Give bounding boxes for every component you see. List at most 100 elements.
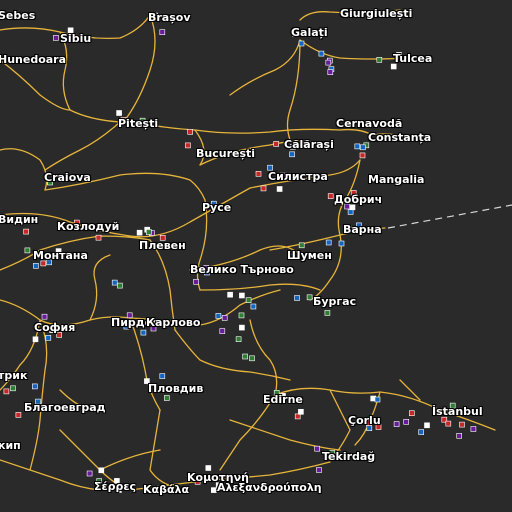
city-label-kip: кип: [0, 439, 21, 452]
service-icon: [441, 416, 448, 423]
city-label-brasov: Brașov: [148, 11, 191, 24]
service-icon: [35, 398, 41, 405]
city-label-edirne: Edirne: [263, 393, 303, 406]
service-icon: [289, 151, 295, 158]
service-icon: [144, 378, 150, 384]
service-icons: [3, 12, 477, 493]
service-icon: [327, 69, 334, 75]
city-label-alexandroupoli: Αλεξανδρούπολη: [217, 481, 322, 494]
service-icon: [325, 239, 332, 246]
service-icon: [126, 312, 133, 319]
service-icon: [273, 389, 280, 396]
service-icon: [219, 328, 226, 334]
service-icon: [408, 410, 415, 417]
service-icon: [152, 12, 158, 19]
service-icon: [40, 260, 47, 267]
service-icon: [470, 426, 477, 432]
service-icon: [403, 418, 410, 425]
service-icon: [245, 297, 252, 304]
service-icon: [242, 353, 248, 360]
city-label-ruse: Русе: [202, 201, 232, 214]
service-icon: [238, 312, 245, 319]
city-label-plovdiv: Пловдив: [148, 382, 204, 395]
service-icon: [56, 332, 63, 338]
service-icon: [139, 117, 146, 124]
city-label-tulcea: Tulcea: [393, 52, 433, 65]
service-icon: [10, 385, 16, 392]
service-icon: [424, 422, 430, 429]
city-label-pirdop: Пирдоп: [111, 316, 160, 329]
service-icon: [146, 229, 152, 235]
service-icon: [136, 229, 143, 236]
service-icon: [276, 186, 283, 192]
service-icon: [239, 324, 245, 331]
service-icon: [211, 200, 217, 207]
service-icon: [41, 313, 48, 320]
service-icon: [418, 429, 425, 435]
service-icon: [45, 334, 52, 341]
city-label-istanbul: İstanbul: [432, 405, 483, 418]
city-label-sofia: София: [34, 321, 76, 334]
service-icon: [96, 478, 102, 484]
service-icon: [255, 171, 262, 177]
service-icon: [449, 402, 456, 409]
service-icon: [366, 425, 373, 432]
city-label-sebes: Sebes: [0, 9, 36, 22]
service-icon: [159, 235, 166, 241]
service-icon: [376, 56, 383, 63]
service-icon: [23, 228, 29, 235]
city-label-sibiu: Sibiu: [60, 32, 92, 45]
service-icon: [185, 142, 191, 149]
city-label-constanta: Constanța: [368, 131, 432, 144]
service-icon: [327, 193, 334, 199]
service-icon: [356, 222, 362, 229]
service-icon: [298, 40, 305, 47]
service-icon: [150, 325, 157, 332]
city-label-varna: Варна: [343, 223, 382, 236]
city-label-karlovo: Карлово: [146, 316, 201, 329]
service-icon: [205, 465, 212, 471]
ferry-route: [387, 204, 512, 229]
service-icon: [47, 179, 53, 186]
service-icon: [67, 27, 74, 34]
service-icon: [338, 240, 345, 247]
city-label-kavala: Καβάλα: [143, 483, 190, 496]
city-label-kozloduy: Козлодуй: [57, 220, 120, 233]
city-label-craiova: Craiova: [44, 171, 91, 184]
service-icon: [344, 203, 350, 210]
service-icon: [116, 487, 122, 493]
service-icon: [360, 144, 366, 151]
service-icon: [459, 421, 465, 428]
city-label-corlu: Çorlu: [348, 414, 381, 427]
service-icon: [95, 234, 102, 241]
service-icon: [227, 291, 233, 298]
service-icon: [117, 282, 123, 289]
service-icon: [354, 143, 361, 150]
service-icon: [260, 185, 267, 192]
service-icon: [250, 303, 257, 310]
city-label-blagoevgrad: Благоевград: [24, 401, 106, 414]
service-icon: [347, 209, 354, 215]
service-icon: [375, 424, 382, 430]
city-label-vidin: Видин: [0, 213, 39, 226]
service-icon: [298, 408, 304, 415]
service-icon: [55, 248, 62, 254]
service-icon: [111, 279, 118, 286]
service-icon: [306, 294, 313, 301]
service-icon: [267, 164, 273, 171]
service-icon: [215, 313, 222, 319]
service-icon: [46, 259, 52, 266]
service-icon: [3, 388, 10, 395]
city-label-burgas: Бургас: [313, 295, 357, 308]
service-icon: [292, 31, 298, 37]
city-label-mangalia: Mangalia: [368, 173, 425, 186]
city-label-giurgiulesti: Giurgiulești: [340, 7, 413, 20]
city-label-bucuresti: București: [196, 147, 256, 160]
city-label-calarasi: Călărași: [284, 138, 334, 151]
service-icon: [324, 310, 331, 316]
service-icon: [211, 487, 217, 493]
service-icon: [249, 355, 255, 362]
city-label-pitesti: Pitești: [118, 117, 159, 130]
